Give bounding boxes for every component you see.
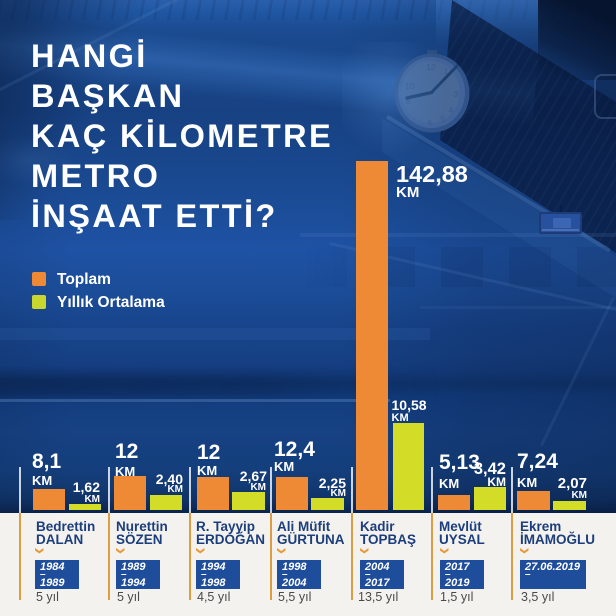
svg-text:10: 10: [405, 81, 415, 91]
svg-text:12: 12: [426, 62, 436, 72]
svg-text:5: 5: [441, 114, 446, 124]
svg-text:1: 1: [444, 66, 449, 76]
svg-text:4: 4: [449, 105, 454, 115]
svg-text:3: 3: [454, 89, 459, 99]
svg-text:6: 6: [428, 118, 433, 128]
svg-text:9: 9: [406, 96, 411, 106]
